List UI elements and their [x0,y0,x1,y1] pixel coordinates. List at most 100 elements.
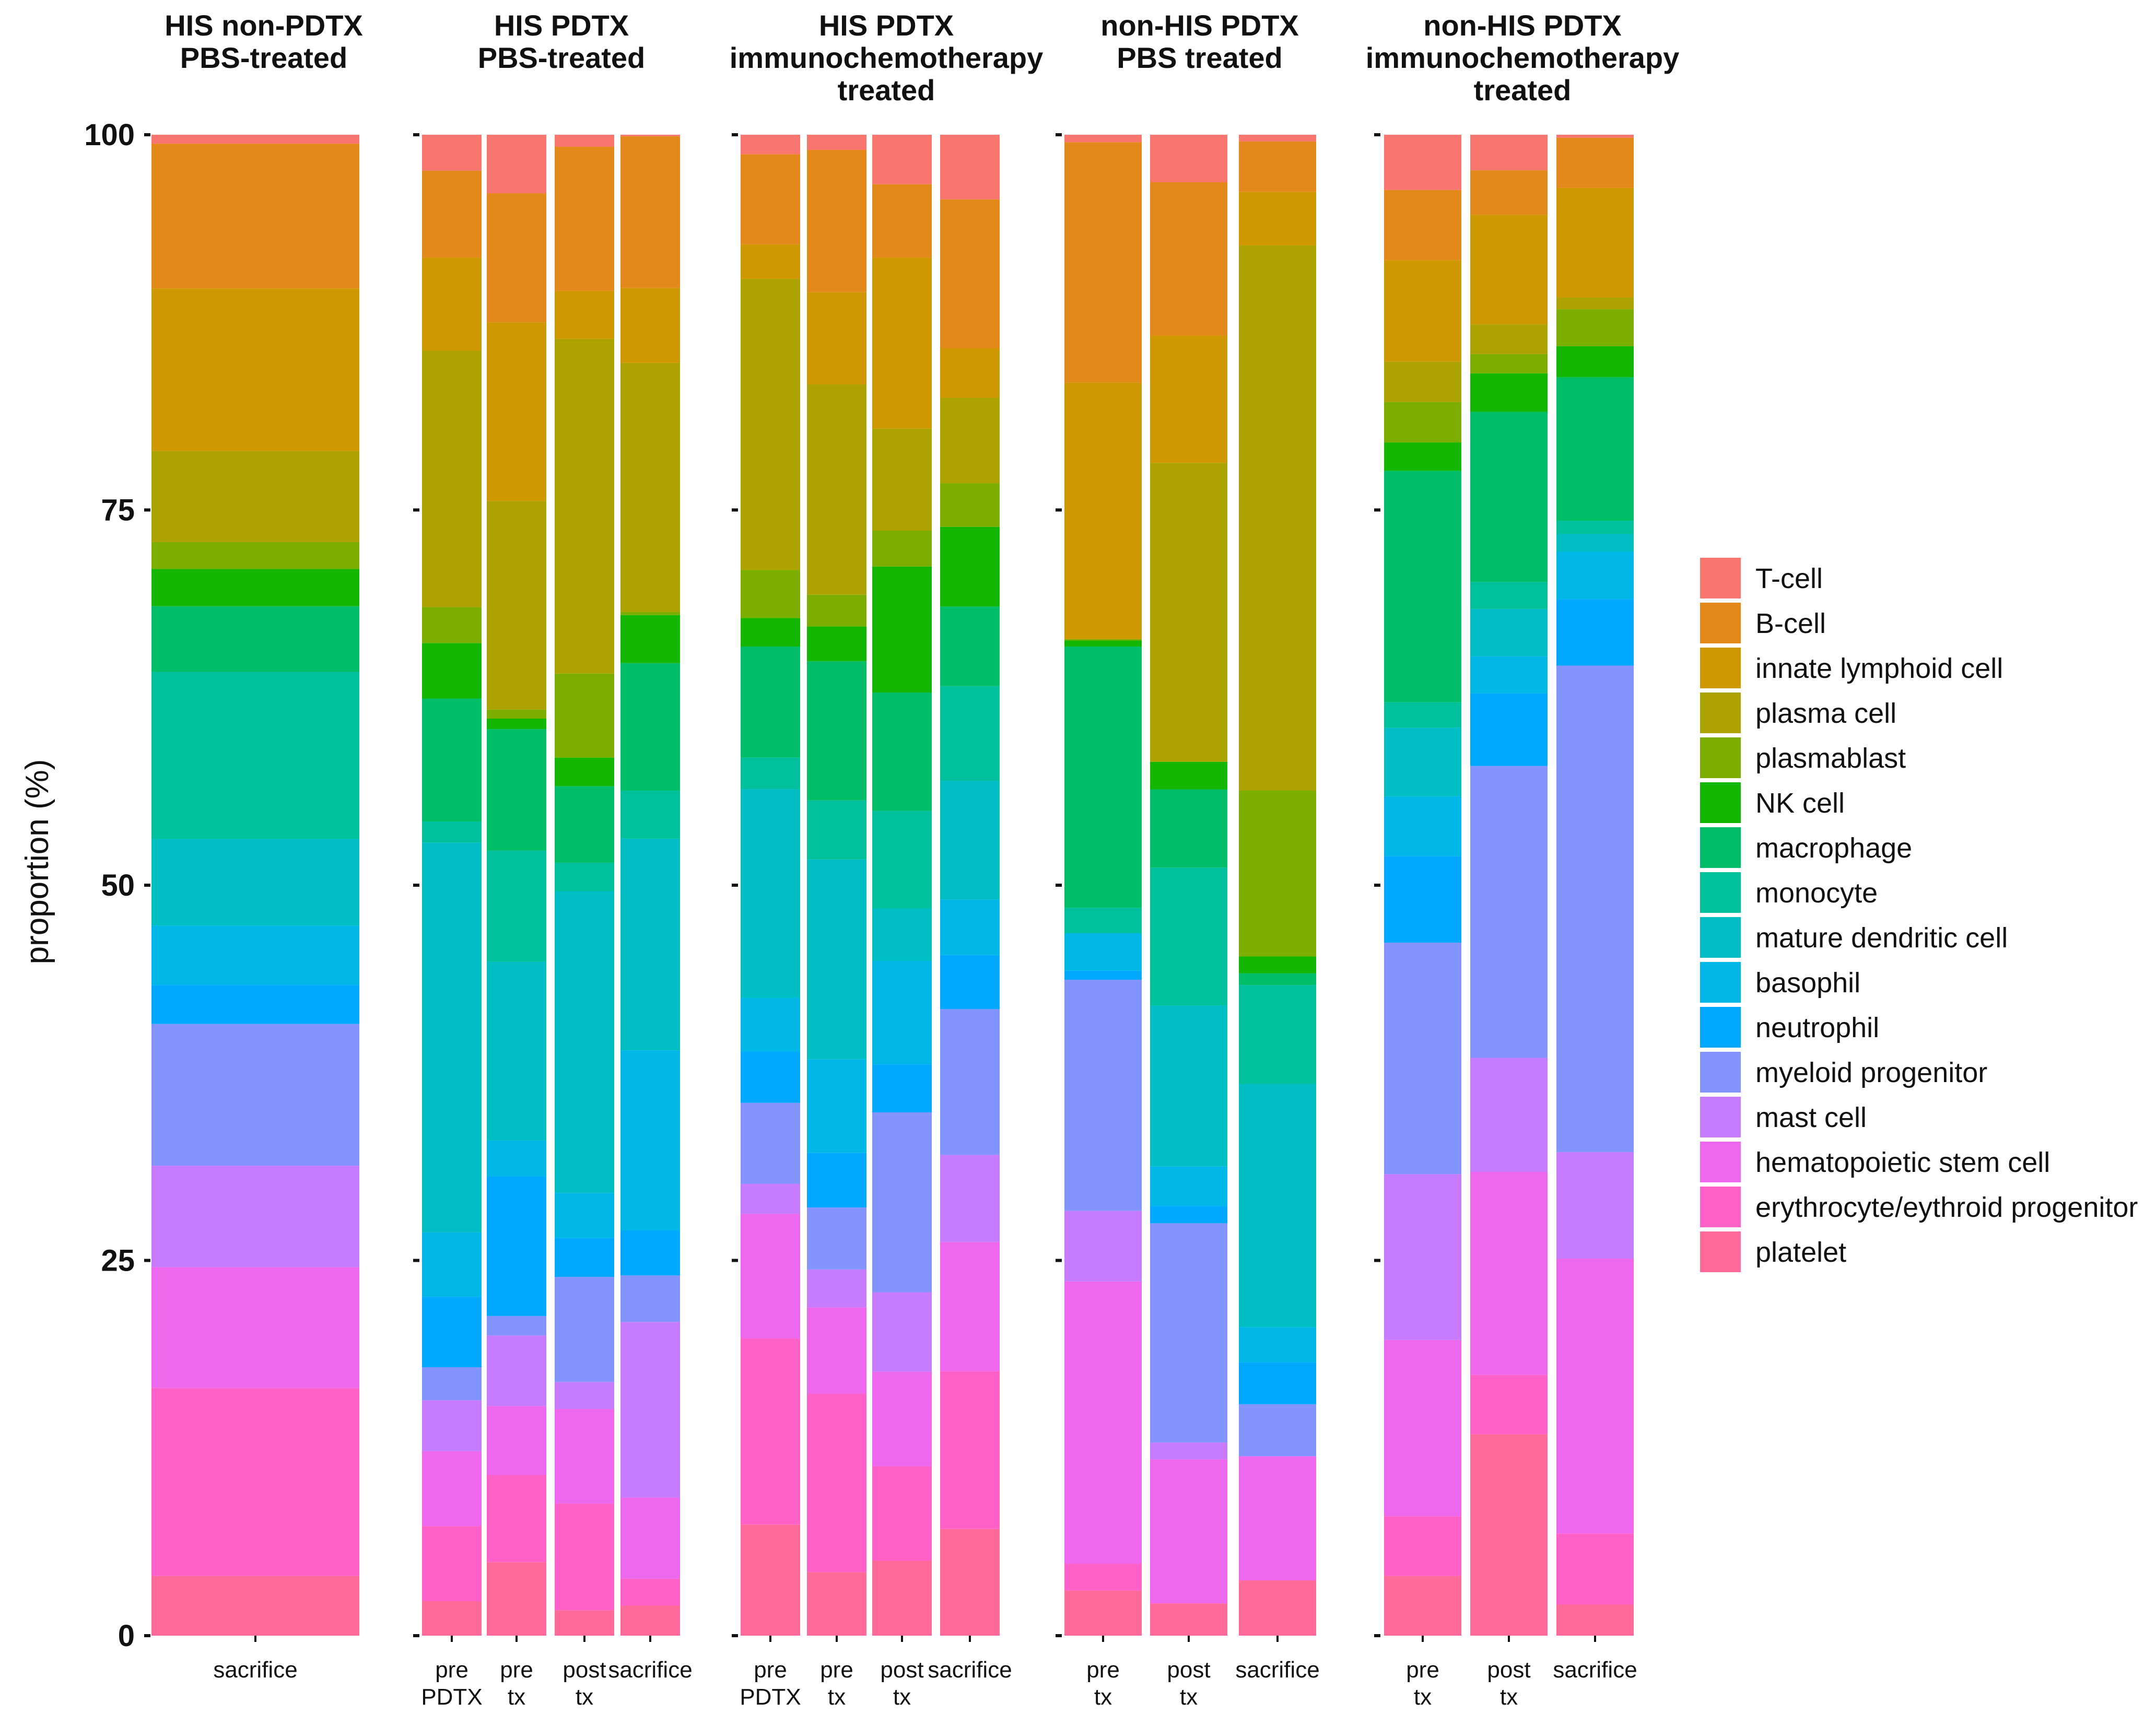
bar-segment [940,686,1000,781]
bar-segment [151,569,359,606]
bar-segment [620,1578,680,1606]
bar-segment [1556,599,1634,666]
bar-segment [807,292,866,385]
x-tick-label: tx [1094,1684,1112,1710]
bar-segment [487,193,546,323]
bar-segment [1556,534,1634,552]
bar-segment [872,811,932,909]
bar-segment [741,1183,800,1214]
bar-segment [940,606,1000,686]
bar-segment [1239,1456,1316,1581]
bar-segment [422,1601,482,1636]
bar-segment [741,278,800,570]
bar-segment [1064,647,1142,908]
bar-segment [1239,1084,1316,1328]
x-tick-label: PDTX [421,1684,482,1710]
panel-title-line: HIS PDTX [494,9,629,42]
bar-segment [151,144,359,289]
bar-segment [620,1230,680,1276]
bar-segment [1384,702,1461,728]
bar-segment [1064,970,1142,980]
legend-label: NK cell [1755,788,1845,819]
legend-key [1700,737,1741,778]
bar-segment [872,184,932,258]
bar-segment [1470,373,1548,412]
bar-segment [741,1052,800,1103]
x-tick-label: post [1167,1657,1210,1683]
bar-segment [487,1475,546,1563]
legend-key [1700,603,1741,643]
legend-label: T-cell [1755,563,1823,594]
bar-segment [151,1576,359,1636]
bar-segment [1064,639,1142,641]
bar-segment [487,1176,546,1316]
bar-segment [422,1232,482,1297]
bar-segment [151,1267,359,1388]
legend-label: plasmablast [1755,743,1906,774]
bar-segment [872,908,932,961]
legend-key [1700,782,1741,823]
x-tick-label: sacrifice [213,1657,297,1683]
bar-segment [151,451,359,542]
bar-segment [940,526,1000,607]
x-tick-label: pre [754,1657,787,1683]
bar-segment [807,149,866,292]
bar-segment [1239,1362,1316,1404]
legend-key [1700,1142,1741,1182]
bar-segment [1239,141,1316,192]
bar-segment [1470,656,1548,694]
x-tick-label: tx [893,1684,911,1710]
bar-segment [807,1059,866,1153]
y-axis-label: proportion (%) [19,759,55,965]
bar-segment [1470,766,1548,1058]
bar-segment [1239,1404,1316,1457]
x-tick-label: post [1487,1657,1530,1683]
bar-segment [1150,182,1227,336]
bar-segment [422,842,482,1232]
legend-key [1700,827,1741,868]
bar-segment [151,542,359,569]
bar-segment [422,698,482,821]
bar-segment [741,1338,800,1525]
bar-segment [872,1466,932,1561]
bar-segment [555,757,614,786]
bar-segment [1470,135,1548,171]
bar-segment [1384,1576,1461,1636]
bar-segment [555,290,614,339]
bar-segment [620,615,680,663]
bar-segment [151,1166,359,1267]
bar-segment [151,288,359,451]
panel-title-line: immunochemotherapy [730,41,1044,74]
legend-label: innate lymphoid cell [1755,653,2003,684]
bar-segment [620,135,680,136]
bar-segment [487,1140,546,1177]
bar-segment [1470,608,1548,656]
y-tick-label: 100 [84,118,135,152]
bar-segment [940,1529,1000,1636]
x-tick-label: tx [1180,1684,1198,1710]
bar-segment [1064,135,1142,143]
bar-segment [872,135,932,184]
bar-segment [1384,402,1461,443]
legend-key [1700,1187,1741,1227]
bar-segment [940,781,1000,900]
bar-segment [1556,346,1634,378]
bar-segment [872,1112,932,1293]
bar-segment [1384,442,1461,471]
bar-segment [620,136,680,288]
bar-segment [555,146,614,291]
bar-segment [422,821,482,843]
x-tick-label: tx [1500,1684,1518,1710]
legend-key [1700,648,1741,688]
panel-title-line: PBS treated [1117,41,1282,74]
legend-label: mature dendritic cell [1755,922,2008,954]
legend-key [1700,692,1741,733]
bar-segment [741,154,800,244]
bar-segment [422,1451,482,1527]
bar-segment [807,626,866,662]
bar-segment [1239,1580,1316,1636]
bar-segment [872,692,932,811]
bar-segment [151,985,359,1024]
